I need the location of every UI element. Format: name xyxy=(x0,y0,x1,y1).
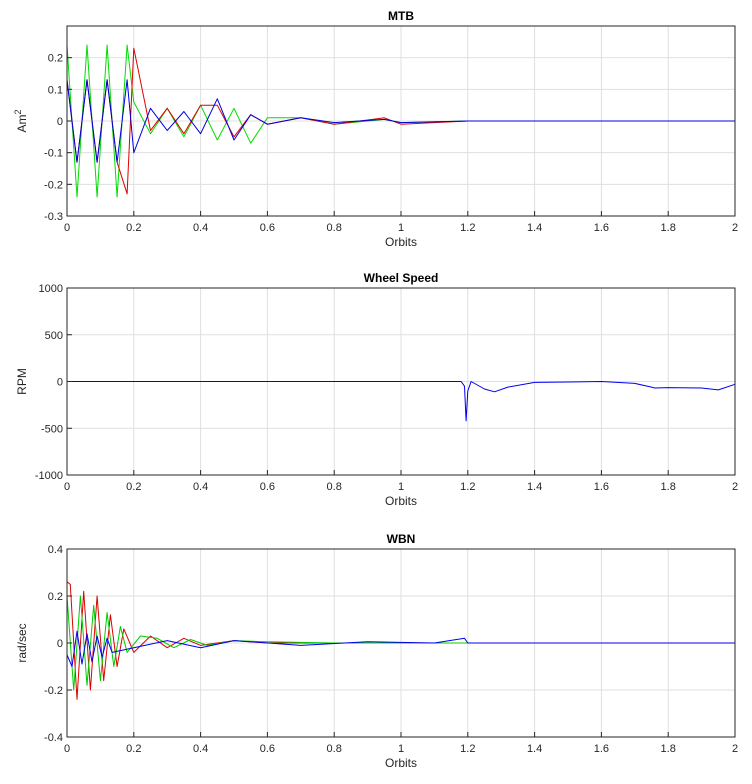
mtb-title: MTB xyxy=(388,9,414,23)
wbn-y-tick-label: 0 xyxy=(57,638,63,650)
wheel-speed-x-tick-label: 0.8 xyxy=(327,481,342,493)
wheel-speed-x-tick-label: 1 xyxy=(398,481,404,493)
mtb-y-tick-label: -0.3 xyxy=(44,211,63,223)
wheel-speed-chart: 0 0.2 0.4 0.6 0.8 1 1.2 1.4 1.6 1.8 2 -1000 -500 0 500… xyxy=(15,271,738,508)
wheel-speed-x-tick-label: 0.2 xyxy=(126,481,141,493)
wheel-speed-x-tick-label: 0.4 xyxy=(193,481,208,493)
wheel-speed-x-tick-label: 1.6 xyxy=(594,481,609,493)
wbn-series-line xyxy=(66,630,735,667)
mtb-y-tick-label: 0.1 xyxy=(48,84,63,96)
mtb-chart: 0 0.2 0.4 0.6 0.8 1 1.2 1.4 1.6 1.8 2 -0.3 -0.2 -0.1 0… xyxy=(13,9,738,249)
wbn-x-tick-label: 0 xyxy=(64,743,70,755)
wbn-y-tick-label: 0.4 xyxy=(48,544,63,556)
wbn-y-tick-label: -0.4 xyxy=(44,732,63,744)
mtb-y-tick-label: -0.2 xyxy=(44,179,63,191)
mtb-x-tick-label: 2 xyxy=(732,222,738,234)
mtb-x-tick-label: 1.6 xyxy=(594,222,609,234)
wheel-speed-series-line xyxy=(67,381,736,422)
mtb-x-tick-label: 1.8 xyxy=(661,222,676,234)
wheel-speed-x-tick-label: 1.4 xyxy=(527,481,542,493)
wbn-x-tick-label: 1.6 xyxy=(594,743,609,755)
wbn-x-tick-label: 1.4 xyxy=(527,743,542,755)
wbn-y-tick-label: -0.2 xyxy=(44,685,63,697)
mtb-x-tick-label: 0.2 xyxy=(126,222,141,234)
wbn-x-tick-label: 0.2 xyxy=(126,743,141,755)
wbn-x-tick-label: 2 xyxy=(732,743,738,755)
mtb-x-tick-label: 0.4 xyxy=(193,222,208,234)
wbn-x-tick-label: 0.6 xyxy=(260,743,275,755)
wheel-speed-x-tick-label: 0 xyxy=(64,481,70,493)
mtb-x-tick-label: 0.6 xyxy=(260,222,275,234)
wheel-speed-title: Wheel Speed xyxy=(364,271,439,285)
wheel-speed-x-tick-label: 2 xyxy=(732,481,738,493)
mtb-x-tick-label: 0 xyxy=(64,222,70,234)
mtb-y-tick-label: 0 xyxy=(57,116,63,128)
mtb-series-line xyxy=(66,79,735,163)
wheel-speed-y-tick-label: -1000 xyxy=(35,470,63,482)
mtb-x-tick-label: 0.8 xyxy=(327,222,342,234)
wbn-x-tick-label: 1 xyxy=(398,743,404,755)
wbn-series-line xyxy=(66,595,735,691)
wheel-speed-x-tick-label: 1.2 xyxy=(460,481,475,493)
wbn-x-tick-label: 0.4 xyxy=(193,743,208,755)
mtb-y-tick-label: -0.1 xyxy=(44,148,63,160)
mtb-x-tick-label: 1.2 xyxy=(460,222,475,234)
wheel-speed-y-tick-label: 0 xyxy=(57,377,63,389)
wheel-speed-y-tick-label: -500 xyxy=(41,423,63,435)
mtb-x-axis-label: Orbits xyxy=(385,235,417,249)
wheel-speed-x-tick-label: 1.8 xyxy=(661,481,676,493)
wbn-title: WBN xyxy=(387,532,416,546)
wheel-speed-x-tick-label: 0.6 xyxy=(260,481,275,493)
wheel-speed-y-axis-label: RPM xyxy=(15,368,29,395)
wbn-x-axis-label: Orbits xyxy=(385,756,417,770)
mtb-y-axis-label: Am2 xyxy=(13,109,29,132)
wheel-speed-y-tick-label: 500 xyxy=(45,330,63,342)
wbn-y-axis-label: rad/sec xyxy=(15,623,29,662)
wbn-chart: 0 0.2 0.4 0.6 0.8 1 1.2 1.4 1.6 1.8 2 -0.4 -0.2 0 0.2 0… xyxy=(15,532,738,770)
wheel-speed-x-axis-label: Orbits xyxy=(385,494,417,508)
wbn-x-tick-label: 1.8 xyxy=(661,743,676,755)
wheel-speed-y-tick-label: 1000 xyxy=(39,283,63,295)
wbn-x-tick-label: 1.2 xyxy=(460,743,475,755)
wbn-y-tick-label: 0.2 xyxy=(48,591,63,603)
mtb-x-tick-label: 1.4 xyxy=(527,222,542,234)
mtb-y-tick-label: 0.2 xyxy=(48,53,63,65)
mtb-x-tick-label: 1 xyxy=(398,222,404,234)
wbn-x-tick-label: 0.8 xyxy=(327,743,342,755)
